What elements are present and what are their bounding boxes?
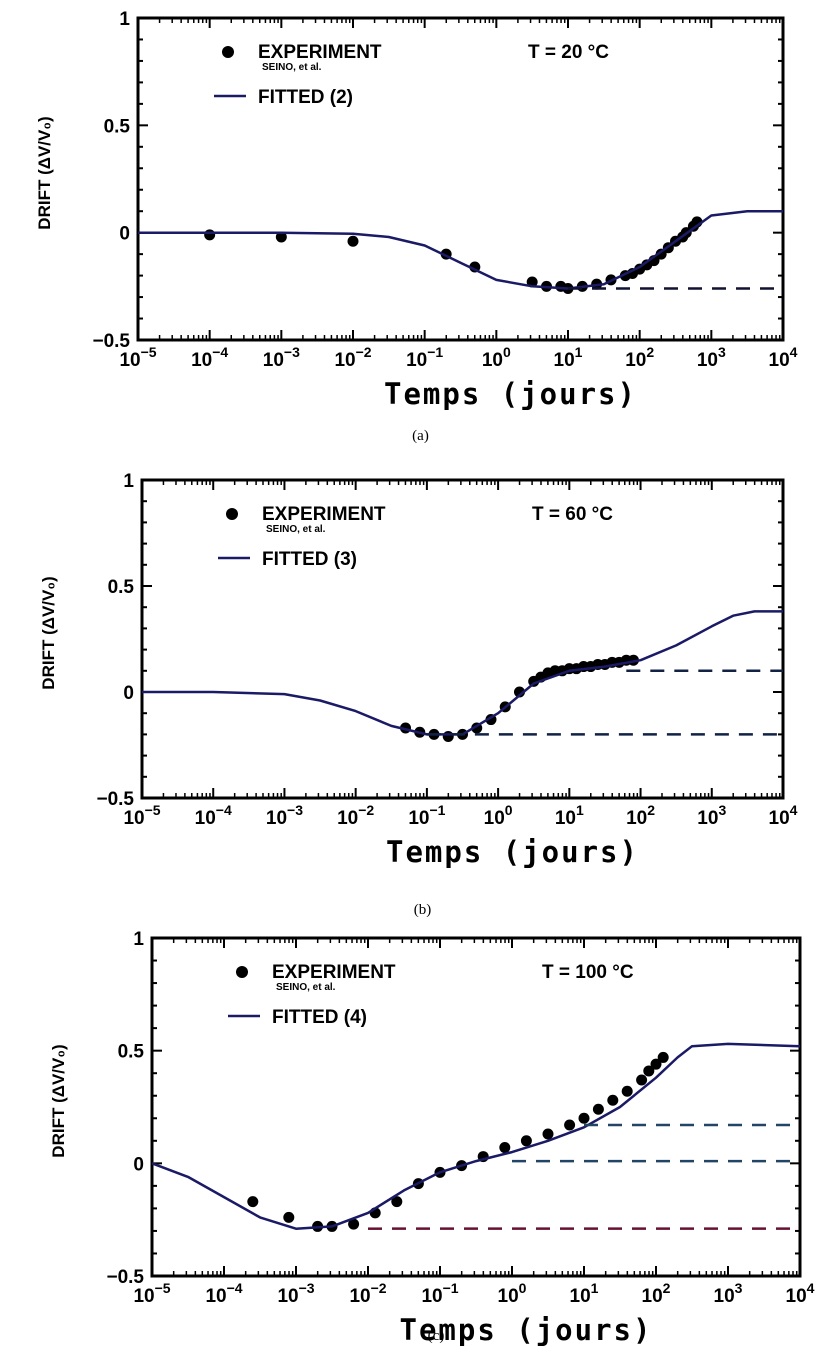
- x-tick-label: 102: [625, 344, 654, 371]
- legend-label-fitted: FITTED (2): [258, 87, 353, 108]
- experiment-point: [657, 1051, 669, 1063]
- x-axis-label: Temps (jours): [386, 835, 639, 869]
- legend-marker-experiment: [222, 46, 234, 58]
- x-tick-label: 10−2: [334, 344, 371, 371]
- x-tick-label: 10−4: [195, 802, 232, 829]
- y-tick-label: 0.5: [108, 577, 135, 598]
- experiment-point: [442, 731, 454, 743]
- x-tick-label: 100: [482, 344, 511, 371]
- legend-marker-experiment: [226, 508, 238, 520]
- y-tick-label: 1: [119, 9, 130, 30]
- experiment-point: [247, 1196, 259, 1208]
- fitted-curve: [138, 209, 783, 290]
- experiment-point: [564, 1119, 576, 1131]
- y-tick-label: −0.5: [92, 331, 130, 352]
- x-tick-label: 104: [769, 344, 798, 371]
- x-tick-label: 102: [642, 1280, 671, 1307]
- plot-frame: [140, 478, 785, 800]
- x-tick-label: 10−1: [408, 802, 445, 829]
- x-tick-label: 10−5: [123, 802, 160, 829]
- y-tick-label: 1: [133, 929, 144, 950]
- y-tick-label: 0: [133, 1154, 144, 1175]
- x-tick-label: 103: [697, 344, 726, 371]
- x-tick-label: 10−2: [349, 1280, 386, 1307]
- temperature-annotation: T = 100 °C: [542, 962, 634, 983]
- x-tick-label: 10−3: [277, 1280, 314, 1307]
- x-tick-label: 10−1: [406, 344, 443, 371]
- experiment-point: [283, 1211, 295, 1223]
- panel-caption: (b): [414, 902, 432, 918]
- legend-label-fitted: FITTED (3): [262, 549, 357, 570]
- y-tick-label: 0.5: [104, 116, 131, 137]
- x-tick-label: 102: [626, 802, 655, 829]
- x-tick-label: 101: [554, 344, 583, 371]
- x-axis-label: Temps (jours): [384, 377, 637, 411]
- y-tick-label: −0.5: [106, 1267, 144, 1288]
- experiment-point: [542, 1128, 554, 1140]
- x-tick-label: 10−3: [266, 802, 303, 829]
- panel-a: 10−5 10−4 10−3 10−2 10−1 100 101 102 103 104 1 0.5 0…: [35, 9, 798, 444]
- x-tick-label: 10−1: [421, 1280, 458, 1307]
- fitted-curve: [151, 1042, 801, 1230]
- x-tick-label: 100: [484, 802, 513, 829]
- experiment-point: [636, 1074, 648, 1086]
- x-tick-label: 103: [714, 1280, 743, 1307]
- x-tick-label: 10−5: [133, 1280, 170, 1307]
- x-tick-label: 101: [570, 1280, 599, 1307]
- y-tick-label: 0: [119, 224, 130, 245]
- experiment-point: [650, 1058, 662, 1070]
- x-tick-label: 101: [555, 802, 584, 829]
- panel-b: 10−5 10−4 10−3 10−2 10−1 100 101 102 103 104 1 0.5 0…: [39, 471, 798, 918]
- legend-marker-experiment: [236, 966, 248, 978]
- y-tick-label: 0.5: [118, 1042, 145, 1063]
- panel-c: 10−5 10−4 10−3 10−2 10−1 100 101 102 103 104 1 0.5 0…: [49, 929, 815, 1347]
- y-tick-label: 1: [123, 471, 134, 492]
- experiment-point: [607, 1094, 619, 1106]
- legend-label-fitted: FITTED (4): [272, 1007, 367, 1028]
- experiment-point: [391, 1196, 403, 1208]
- experiment-point: [347, 235, 359, 247]
- x-tick-label: 10−2: [337, 802, 374, 829]
- experiment-point: [520, 1135, 532, 1147]
- legend-sublabel: SEINO, et al.: [262, 62, 322, 73]
- legend-sublabel: SEINO, et al.: [276, 982, 336, 993]
- experiment-point: [592, 1103, 604, 1115]
- experiment-point: [578, 1112, 590, 1124]
- panel-caption: (a): [412, 428, 429, 444]
- experiment-point: [275, 231, 287, 243]
- experiment-point: [499, 1142, 511, 1154]
- experiment-point: [204, 229, 216, 241]
- plot-frame: [136, 16, 785, 342]
- experiment-point: [655, 248, 667, 260]
- experiment-point: [348, 1218, 360, 1230]
- y-axis-label: DRIFT (ΔV/V₀): [39, 576, 58, 689]
- x-tick-label: 10−5: [119, 344, 156, 371]
- plot-frame: [150, 936, 802, 1278]
- legend-label-experiment: EXPERIMENT: [262, 504, 386, 525]
- legend-label-experiment: EXPERIMENT: [272, 962, 396, 983]
- fitted-curve: [142, 610, 783, 736]
- x-tick-label: 104: [786, 1280, 815, 1307]
- y-tick-label: 0: [123, 683, 134, 704]
- temperature-annotation: T = 20 °C: [528, 42, 609, 63]
- y-tick-label: −0.5: [96, 789, 134, 810]
- experiment-point: [513, 686, 525, 698]
- panel-caption: (c): [428, 1328, 445, 1344]
- legend-sublabel: SEINO, et al.: [266, 524, 326, 535]
- x-tick-label: 103: [697, 802, 726, 829]
- y-axis-label: DRIFT (ΔV/V₀): [35, 116, 54, 229]
- legend-label-experiment: EXPERIMENT: [258, 42, 382, 63]
- experiment-point: [621, 1085, 633, 1097]
- x-tick-label: 10−4: [191, 344, 228, 371]
- temperature-annotation: T = 60 °C: [532, 504, 613, 525]
- x-tick-label: 104: [769, 802, 798, 829]
- x-tick-label: 10−3: [263, 344, 300, 371]
- y-axis-label: DRIFT (ΔV/V₀): [49, 1044, 68, 1157]
- x-axis-label: Temps (jours): [400, 1313, 653, 1347]
- x-tick-label: 10−4: [205, 1280, 242, 1307]
- x-tick-label: 100: [498, 1280, 527, 1307]
- experiment-point: [643, 1065, 655, 1077]
